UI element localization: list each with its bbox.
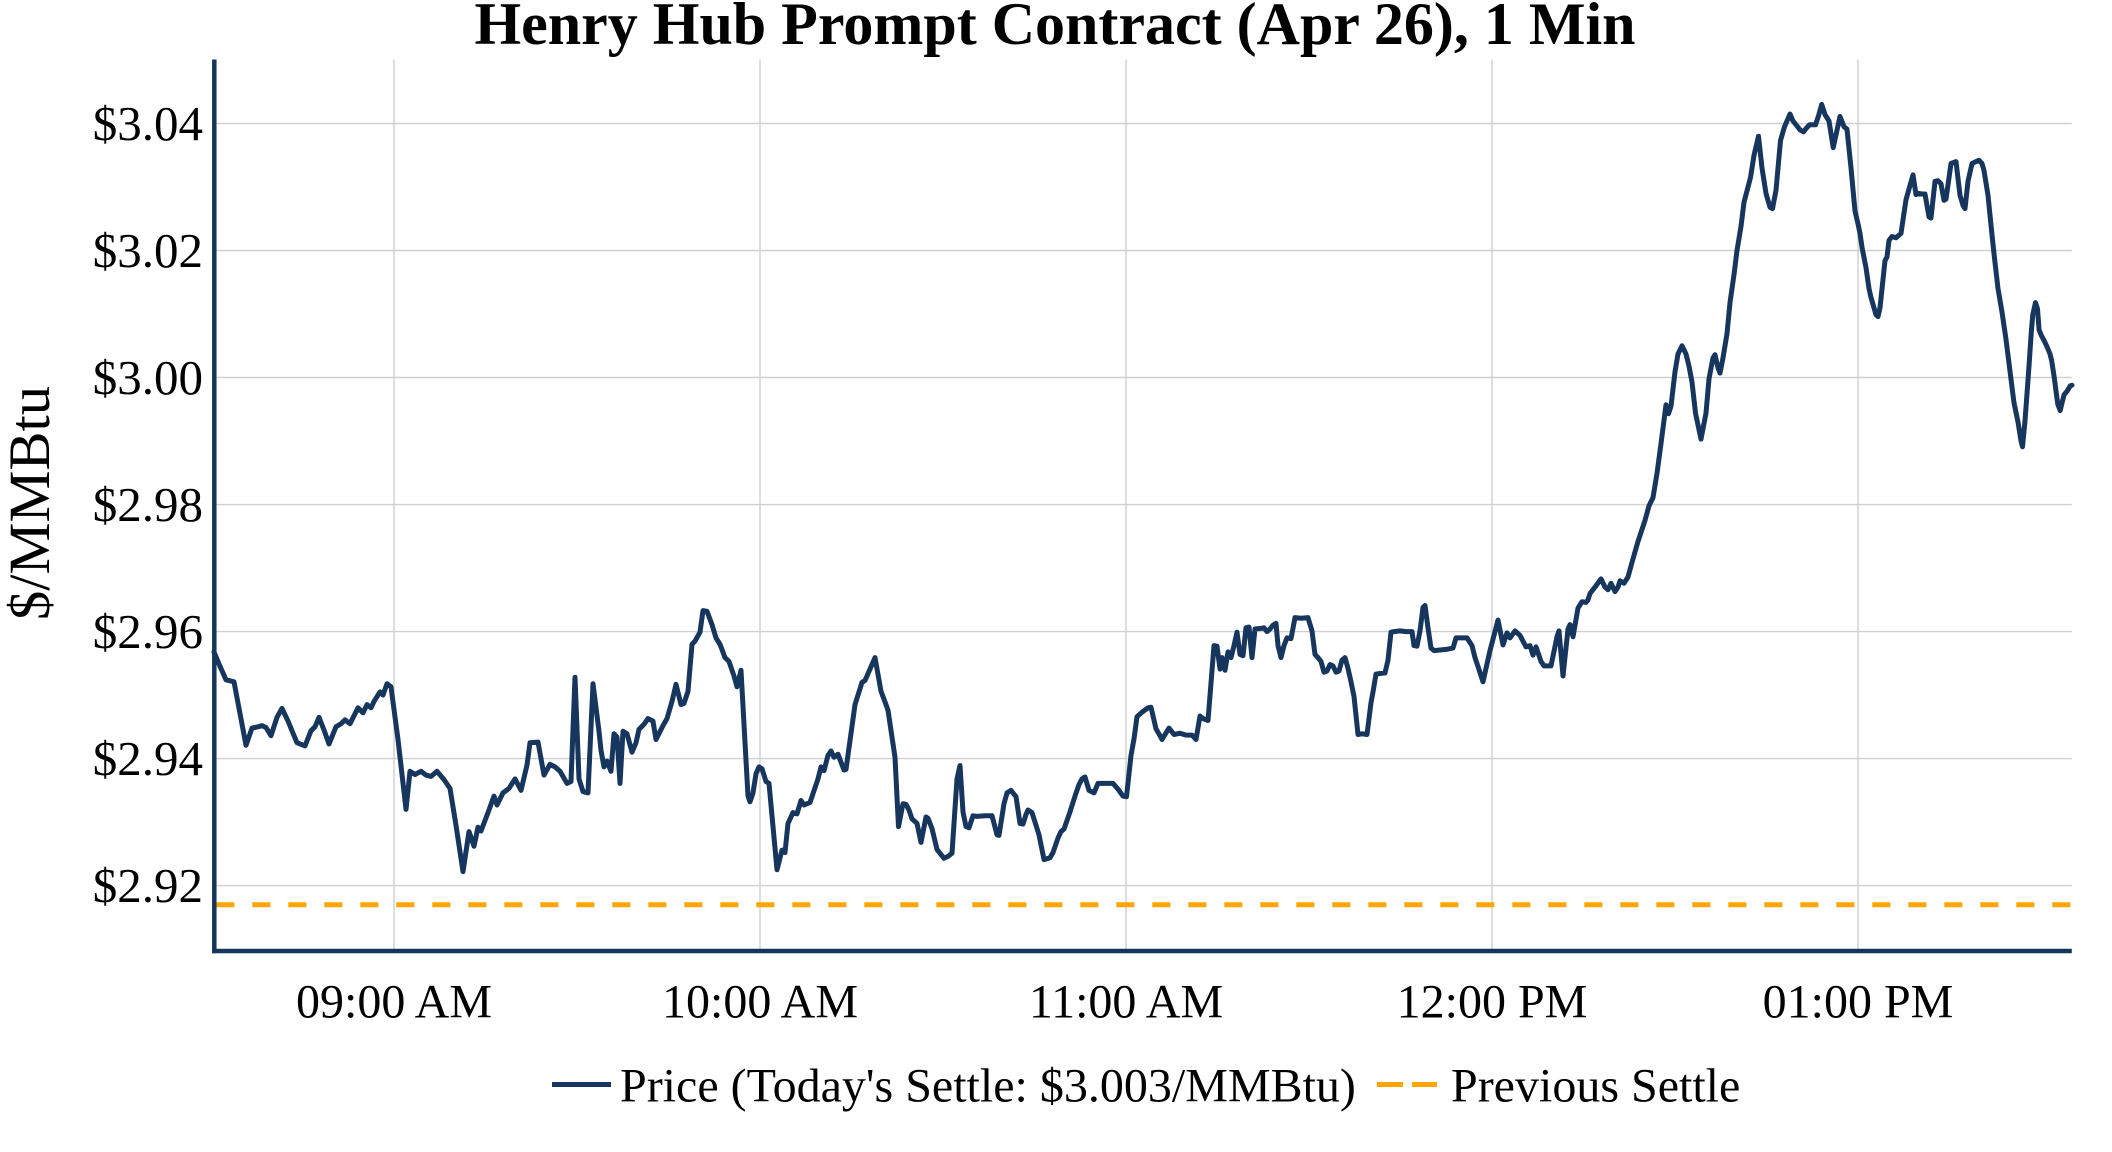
svg-text:$/MMBtu: $/MMBtu: [0, 386, 62, 620]
svg-text:$2.98: $2.98: [93, 477, 203, 532]
svg-text:12:00 PM: 12:00 PM: [1397, 976, 1588, 1029]
svg-text:01:00 PM: 01:00 PM: [1763, 976, 1954, 1029]
svg-text:Price (Today's Settle: $3.003/: Price (Today's Settle: $3.003/MMBtu): [620, 1060, 1356, 1113]
svg-text:11:00 AM: 11:00 AM: [1029, 976, 1223, 1029]
svg-text:$3.02: $3.02: [93, 223, 203, 278]
svg-text:$3.00: $3.00: [93, 350, 203, 405]
svg-text:$2.92: $2.92: [93, 858, 203, 913]
svg-text:$2.96: $2.96: [93, 604, 203, 659]
svg-text:Henry Hub Prompt Contract (Apr: Henry Hub Prompt Contract (Apr 26), 1 Mi…: [474, 0, 1635, 57]
svg-text:$3.04: $3.04: [93, 96, 203, 151]
svg-text:10:00 AM: 10:00 AM: [662, 976, 858, 1029]
svg-text:09:00 AM: 09:00 AM: [296, 976, 492, 1029]
svg-text:Previous Settle: Previous Settle: [1451, 1060, 1740, 1113]
svg-text:$2.94: $2.94: [93, 731, 203, 786]
